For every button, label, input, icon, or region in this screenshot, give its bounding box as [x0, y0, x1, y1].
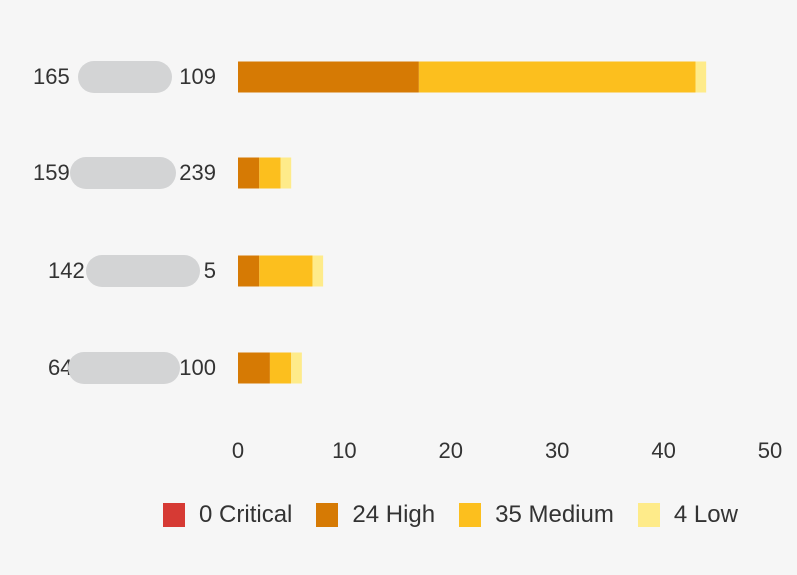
legend-item-low[interactable]: 4 Low: [637, 501, 738, 529]
x-tick-label: 30: [544, 438, 570, 463]
bar-low-1[interactable]: [280, 157, 292, 189]
legend-label-medium: 35 Medium: [495, 501, 614, 528]
legend: 0 Critical 24 High 35 Medium 4 Low: [163, 498, 738, 532]
category-label-prefix: 159: [33, 160, 70, 185]
bar-medium-0[interactable]: [418, 61, 696, 93]
bar-high-2[interactable]: [238, 255, 260, 287]
bar-high-3[interactable]: [238, 352, 270, 384]
legend-label-critical: 0 Critical: [199, 501, 293, 528]
bar-medium-2[interactable]: [259, 255, 313, 287]
redaction-mask: [68, 352, 180, 384]
bar-high-0[interactable]: [238, 61, 419, 93]
category-label-prefix: 142: [48, 258, 85, 283]
category-label-prefix: 165: [33, 64, 70, 89]
bar-medium-3[interactable]: [269, 352, 292, 384]
legend-swatch-critical: [163, 503, 185, 527]
x-tick-label: 20: [438, 438, 464, 463]
bar-medium-1[interactable]: [259, 157, 281, 189]
redaction-mask: [86, 255, 200, 287]
legend-swatch-medium: [459, 503, 482, 527]
bar-low-3[interactable]: [291, 352, 302, 384]
x-tick-label: 40: [651, 438, 676, 463]
category-label-suffix: 100: [179, 355, 216, 380]
legend-swatch-high: [316, 503, 339, 527]
bar-low-2[interactable]: [312, 255, 324, 287]
legend-item-critical[interactable]: 0 Critical: [163, 501, 292, 529]
redaction-mask: [78, 61, 172, 93]
category-label-suffix: 5: [203, 258, 216, 283]
redaction-mask: [70, 157, 176, 189]
bar-low-0[interactable]: [695, 61, 707, 93]
bar-high-1[interactable]: [238, 157, 260, 189]
x-tick-label: 50: [757, 438, 783, 463]
category-label-suffix: 109: [179, 64, 216, 89]
legend-label-high: 24 High: [352, 501, 436, 528]
legend-swatch-low: [637, 503, 660, 527]
x-tick-label: 0: [231, 438, 245, 463]
legend-item-high[interactable]: 24 High: [316, 501, 435, 529]
legend-item-medium[interactable]: 35 Medium: [459, 501, 614, 529]
category-label-suffix: 239: [179, 160, 216, 185]
x-tick-label: 10: [332, 438, 357, 463]
legend-label-low: 4 Low: [673, 501, 738, 528]
